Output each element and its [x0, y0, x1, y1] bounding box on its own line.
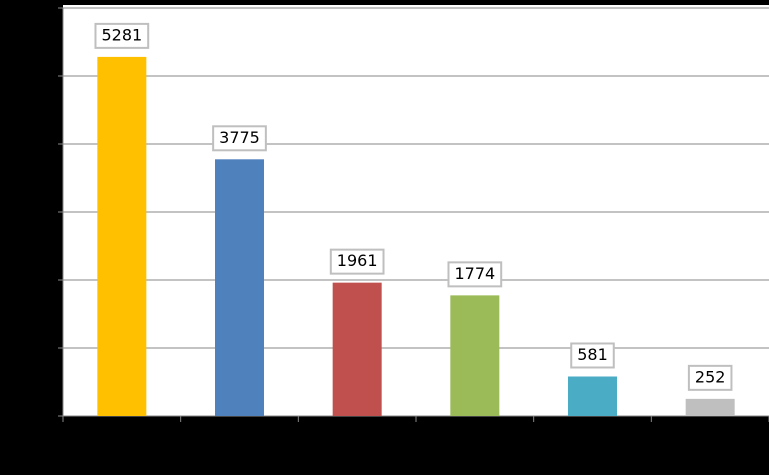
data-label-box [570, 342, 615, 369]
bar [215, 159, 264, 417]
bar [568, 376, 617, 416]
data-label-box [447, 261, 503, 288]
data-label: 581 [577, 345, 608, 364]
data-label-box [212, 125, 267, 152]
data-label: 5281 [101, 25, 142, 44]
data-label-box [329, 248, 385, 275]
bar [450, 295, 500, 416]
data-label: 1961 [337, 251, 378, 270]
data-label-box [687, 364, 733, 391]
bar [97, 56, 147, 416]
data-label: 252 [695, 367, 726, 386]
data-label: 1774 [454, 264, 495, 283]
bar [332, 282, 382, 416]
data-label: 3775 [219, 128, 260, 147]
data-label-box [94, 22, 150, 49]
plot-area [63, 5, 769, 416]
bar [685, 398, 735, 416]
